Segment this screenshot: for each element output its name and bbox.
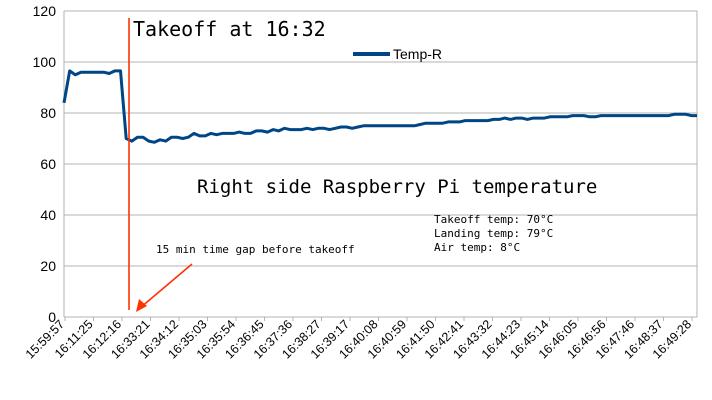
takeoff-temp-note: Takeoff temp: 70°C — [434, 213, 553, 226]
gap-arrow-shaft — [139, 263, 193, 309]
gridlines — [64, 10, 697, 318]
y-tick-label: 100 — [33, 54, 57, 70]
y-tick-label: 60 — [40, 156, 56, 172]
takeoff-title: Takeoff at 16:32 — [133, 17, 326, 41]
gap-arrow-head — [136, 299, 147, 312]
landing-temp-note: Landing temp: 79°C — [434, 227, 553, 240]
axes — [63, 11, 698, 317]
annotations: Takeoff at 16:32 Right side Raspberry Pi… — [128, 17, 597, 312]
series-line-temp-r — [62, 69, 697, 144]
y-tick-label: 80 — [40, 105, 56, 121]
gap-note: 15 min time gap before takeoff — [156, 243, 355, 256]
air-temp-note: Air temp: 8°C — [434, 241, 520, 254]
x-axis-ticks: 15:59:5716:11:2516:12:1616:33:2116:34:12… — [23, 317, 694, 362]
y-tick-label: 40 — [40, 207, 56, 223]
legend-label: Temp-R — [393, 46, 442, 62]
y-tick-label: 120 — [33, 3, 57, 19]
y-tick-label: 0 — [48, 309, 56, 325]
series-layer — [62, 69, 697, 144]
chart-subtitle: Right side Raspberry Pi temperature — [197, 176, 597, 198]
legend: Temp-R — [353, 46, 442, 62]
y-tick-label: 20 — [40, 258, 56, 274]
y-axis-ticks: 0 20 40 60 80 100 120 — [33, 3, 57, 325]
